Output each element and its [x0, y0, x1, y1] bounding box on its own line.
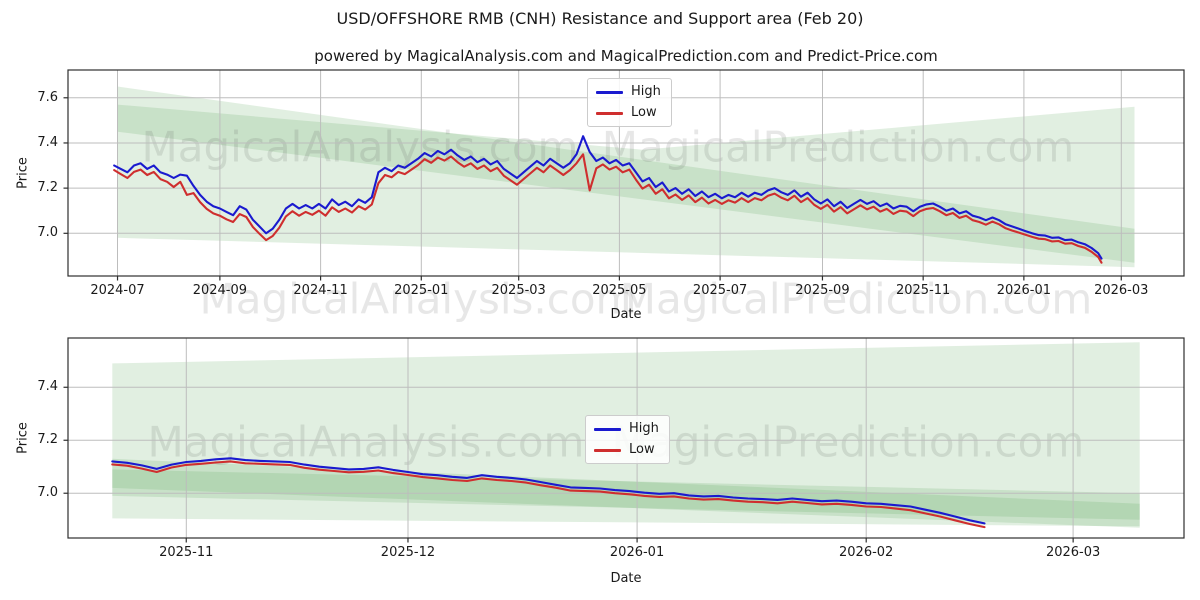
frame-layer [63, 69, 1185, 543]
x-tick-label: 2026-03 [1045, 545, 1101, 560]
high-line-swatch [594, 427, 621, 431]
legend-label-low: Low [629, 442, 655, 457]
chart-subtitle: powered by MagicalAnalysis.com and Magic… [314, 47, 938, 65]
x-tick-label: 2025-11 [159, 545, 214, 560]
plot-border [67, 337, 1185, 539]
y-tick-label: 7.6 [37, 89, 58, 105]
watermark-text: MagicalPrediction.com [612, 418, 1085, 467]
band-resistance-support-channel [117, 86, 1135, 268]
x-tick-label: 2025-07 [692, 283, 748, 298]
y-tick-label: 7.4 [37, 379, 58, 395]
x-tick-label: 2024-09 [192, 283, 248, 298]
x-tick-label: 2026-01 [996, 283, 1052, 298]
legend: High Low [585, 415, 670, 464]
watermark-text: MagicalPrediction.com [602, 123, 1075, 172]
x-tick-label: 2025-12 [380, 545, 436, 560]
watermark-text: MagicalPrediction.com [620, 275, 1093, 324]
legend-label-high: High [629, 421, 659, 436]
legend-item-high: High [594, 421, 659, 437]
x-tick-label: 2025-11 [895, 283, 951, 298]
plot-border [67, 69, 1185, 277]
low-line-swatch [596, 111, 623, 115]
series-low-line [111, 460, 986, 529]
x-axis-label: Date [610, 307, 642, 322]
x-tick-label: 2025-05 [592, 283, 647, 298]
x-tick-label: 2026-02 [839, 545, 894, 560]
y-tick-label: 7.0 [37, 225, 58, 241]
y-tick-label: 7.2 [37, 180, 58, 196]
x-tick-label: 2025-03 [491, 283, 546, 298]
legend-item-low: Low [594, 442, 659, 458]
x-tick-label: 2025-09 [795, 283, 850, 298]
x-axis-label: Date [610, 571, 642, 586]
legend: High Low [587, 78, 672, 127]
legend-item-high: High [596, 84, 661, 100]
series-layer [111, 135, 1103, 529]
watermark-text: MagicalAnalysis.com [142, 123, 579, 172]
series-high-line [111, 457, 986, 525]
series-low-line [113, 153, 1103, 264]
band-prediction-fan [117, 104, 1135, 263]
watermark-layer: MagicalAnalysis.com MagicalPrediction.com… [142, 123, 1093, 467]
high-line-swatch [596, 90, 623, 94]
x-tick-label: 2024-07 [90, 283, 145, 298]
y-tick-label: 7.4 [37, 134, 58, 150]
y-tick-label: 7.0 [37, 485, 58, 501]
watermark-text: MagicalAnalysis.com [200, 275, 637, 324]
chart-title: USD/OFFSHORE RMB (CNH) Resistance and Su… [336, 9, 864, 28]
x-tick-label: 2026-01 [609, 545, 665, 560]
series-high-line [113, 135, 1103, 260]
x-tick-label: 2025-01 [394, 283, 449, 298]
legend-label-high: High [631, 84, 661, 99]
x-tick-label: 2026-03 [1094, 283, 1149, 298]
legend-item-low: Low [596, 105, 661, 121]
low-line-swatch [594, 448, 621, 452]
legend-label-low: Low [631, 105, 657, 120]
y-tick-label: 7.2 [37, 432, 58, 448]
x-tick-label: 2024-11 [293, 283, 348, 298]
